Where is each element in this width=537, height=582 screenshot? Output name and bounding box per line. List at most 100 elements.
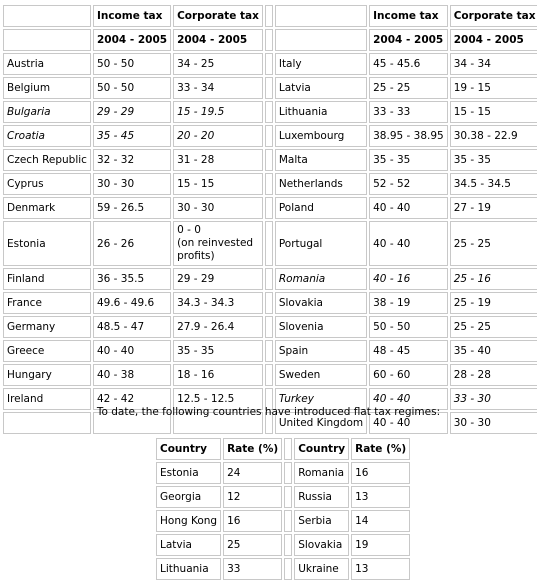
period-income-right: 2004 - 2005 — [369, 29, 448, 51]
income-tax-cell: 32 - 32 — [92, 149, 172, 171]
period-corporate-right: 2004 - 2005 — [449, 29, 537, 51]
column-gap — [284, 558, 293, 580]
flat-rate-cell: 13 — [351, 558, 411, 580]
country-cell: Luxembourg — [274, 125, 368, 147]
period-income-left: 2004 - 2005 — [92, 29, 172, 51]
flat-table-row: Georgia 12 Russia 13 — [156, 486, 411, 508]
country-cell: Italy — [274, 53, 368, 75]
country-cell: Netherlands — [274, 173, 368, 195]
income-tax-cell: 40 - 40 — [369, 197, 448, 219]
table-row: Greece 40 - 40 35 - 35 Spain 48 - 45 35 - 40 — [3, 340, 537, 362]
corporate-tax-cell: 27 - 19 — [449, 197, 537, 219]
table-row: Ireland 42 - 42 12.5 - 12.5 Turkey 40 - 40 33… — [3, 388, 537, 410]
country-cell: United Kingdom — [274, 412, 368, 434]
flat-rate-cell: 13 — [351, 486, 411, 508]
flat-table-row: Estonia 24 Romania 16 — [156, 462, 411, 484]
corporate-tax-cell: 29 - 29 — [173, 268, 263, 290]
table-row: France 49.6 - 49.6 34.3 - 34.3 Slovakia 38 -… — [3, 292, 537, 314]
income-tax-cell: 29 - 29 — [92, 101, 172, 123]
column-gap — [264, 221, 273, 266]
flat-country-cell: Estonia — [156, 462, 222, 484]
country-cell: Austria — [3, 53, 91, 75]
header-corporate-left: Corporate tax — [173, 5, 263, 27]
country-cell: Ireland — [3, 388, 91, 410]
income-tax-cell: 40 - 40 — [369, 412, 448, 434]
income-tax-cell: 45 - 45.6 — [369, 53, 448, 75]
corporate-tax-cell: 31 - 28 — [173, 149, 263, 171]
country-cell: Denmark — [3, 197, 91, 219]
country-cell: Slovenia — [274, 316, 368, 338]
column-gap — [284, 534, 293, 556]
flat-header-country-left: Country — [156, 438, 222, 460]
income-tax-cell: 36 - 35.5 — [92, 268, 172, 290]
flat-country-cell: Slovakia — [294, 534, 350, 556]
corporate-tax-value: 0 - 0 — [177, 224, 201, 236]
income-tax-cell: 50 - 50 — [92, 77, 172, 99]
corporate-tax-cell: 33 - 34 — [173, 77, 263, 99]
corporate-tax-cell: 34 - 25 — [173, 53, 263, 75]
header-income-left: Income tax — [92, 5, 172, 27]
corporate-tax-cell: 25 - 19 — [449, 292, 537, 314]
column-gap — [264, 316, 273, 338]
income-tax-cell: 38 - 19 — [369, 292, 448, 314]
table-row: Belgium 50 - 50 33 - 34 Latvia 25 - 25 19 - 1… — [3, 77, 537, 99]
corporate-tax-cell — [173, 412, 263, 434]
header-empty-right — [274, 5, 368, 27]
corporate-tax-cell: 12.5 - 12.5 — [173, 388, 263, 410]
flat-header-rate-right: Rate (%) — [351, 438, 411, 460]
flat-country-cell: Latvia — [156, 534, 222, 556]
country-cell: Germany — [3, 316, 91, 338]
flat-country-cell: Lithuania — [156, 558, 222, 580]
corporate-tax-cell: 15 - 15 — [449, 101, 537, 123]
column-gap — [264, 412, 273, 434]
column-gap — [264, 173, 273, 195]
header-corporate-right: Corporate tax — [449, 5, 537, 27]
country-cell: Belgium — [3, 77, 91, 99]
country-cell — [3, 412, 91, 434]
country-cell: Croatia — [3, 125, 91, 147]
country-cell: Hungary — [3, 364, 91, 386]
column-gap — [284, 462, 293, 484]
period-empty-right — [274, 29, 368, 51]
income-tax-cell: 40 - 40 — [369, 221, 448, 266]
corporate-tax-cell: 34 - 34 — [449, 53, 537, 75]
income-tax-cell: 25 - 25 — [369, 77, 448, 99]
corporate-tax-cell: 34.5 - 34.5 — [449, 173, 537, 195]
period-row: 2004 - 2005 2004 - 2005 2004 - 2005 2004… — [3, 29, 537, 51]
income-tax-cell: 52 - 52 — [369, 173, 448, 195]
corporate-tax-cell: 25 - 16 — [449, 268, 537, 290]
country-cell: Cyprus — [3, 173, 91, 195]
column-gap — [264, 77, 273, 99]
table-row: United Kingdom 40 - 40 30 - 30 — [3, 412, 537, 434]
income-tax-cell: 40 - 40 — [92, 340, 172, 362]
income-tax-cell: 50 - 50 — [92, 53, 172, 75]
column-gap — [284, 510, 293, 532]
country-cell: Poland — [274, 197, 368, 219]
country-cell: Turkey — [274, 388, 368, 410]
flat-rate-cell: 33 — [223, 558, 283, 580]
flat-rate-cell: 24 — [223, 462, 283, 484]
flat-rate-cell: 16 — [223, 510, 283, 532]
flat-table-row: Latvia 25 Slovakia 19 — [156, 534, 411, 556]
income-tax-cell: 38.95 - 38.95 — [369, 125, 448, 147]
column-gap — [264, 197, 273, 219]
income-tax-cell: 49.6 - 49.6 — [92, 292, 172, 314]
table-row: Germany 48.5 - 47 27.9 - 26.4 Slovenia 50 - … — [3, 316, 537, 338]
country-cell: Spain — [274, 340, 368, 362]
corporate-tax-cell: 20 - 20 — [173, 125, 263, 147]
flat-country-cell: Romania — [294, 462, 350, 484]
flat-tax-table-body: Estonia 24 Romania 16 Georgia 12 Russia 13 Hong … — [156, 462, 411, 580]
column-gap — [264, 5, 273, 27]
corporate-tax-cell: 35 - 35 — [173, 340, 263, 362]
flat-header-country-right: Country — [294, 438, 350, 460]
income-tax-cell: 42 - 42 — [92, 388, 172, 410]
income-tax-cell: 30 - 30 — [92, 173, 172, 195]
flat-rate-cell: 19 — [351, 534, 411, 556]
table-row: Denmark 59 - 26.5 30 - 30 Poland 40 - 40 27 -… — [3, 197, 537, 219]
income-tax-cell: 40 - 40 — [369, 388, 448, 410]
country-cell: Lithuania — [274, 101, 368, 123]
income-tax-cell: 50 - 50 — [369, 316, 448, 338]
column-gap — [284, 486, 293, 508]
income-tax-cell: 48.5 - 47 — [92, 316, 172, 338]
corporate-tax-cell: 15 - 15 — [173, 173, 263, 195]
